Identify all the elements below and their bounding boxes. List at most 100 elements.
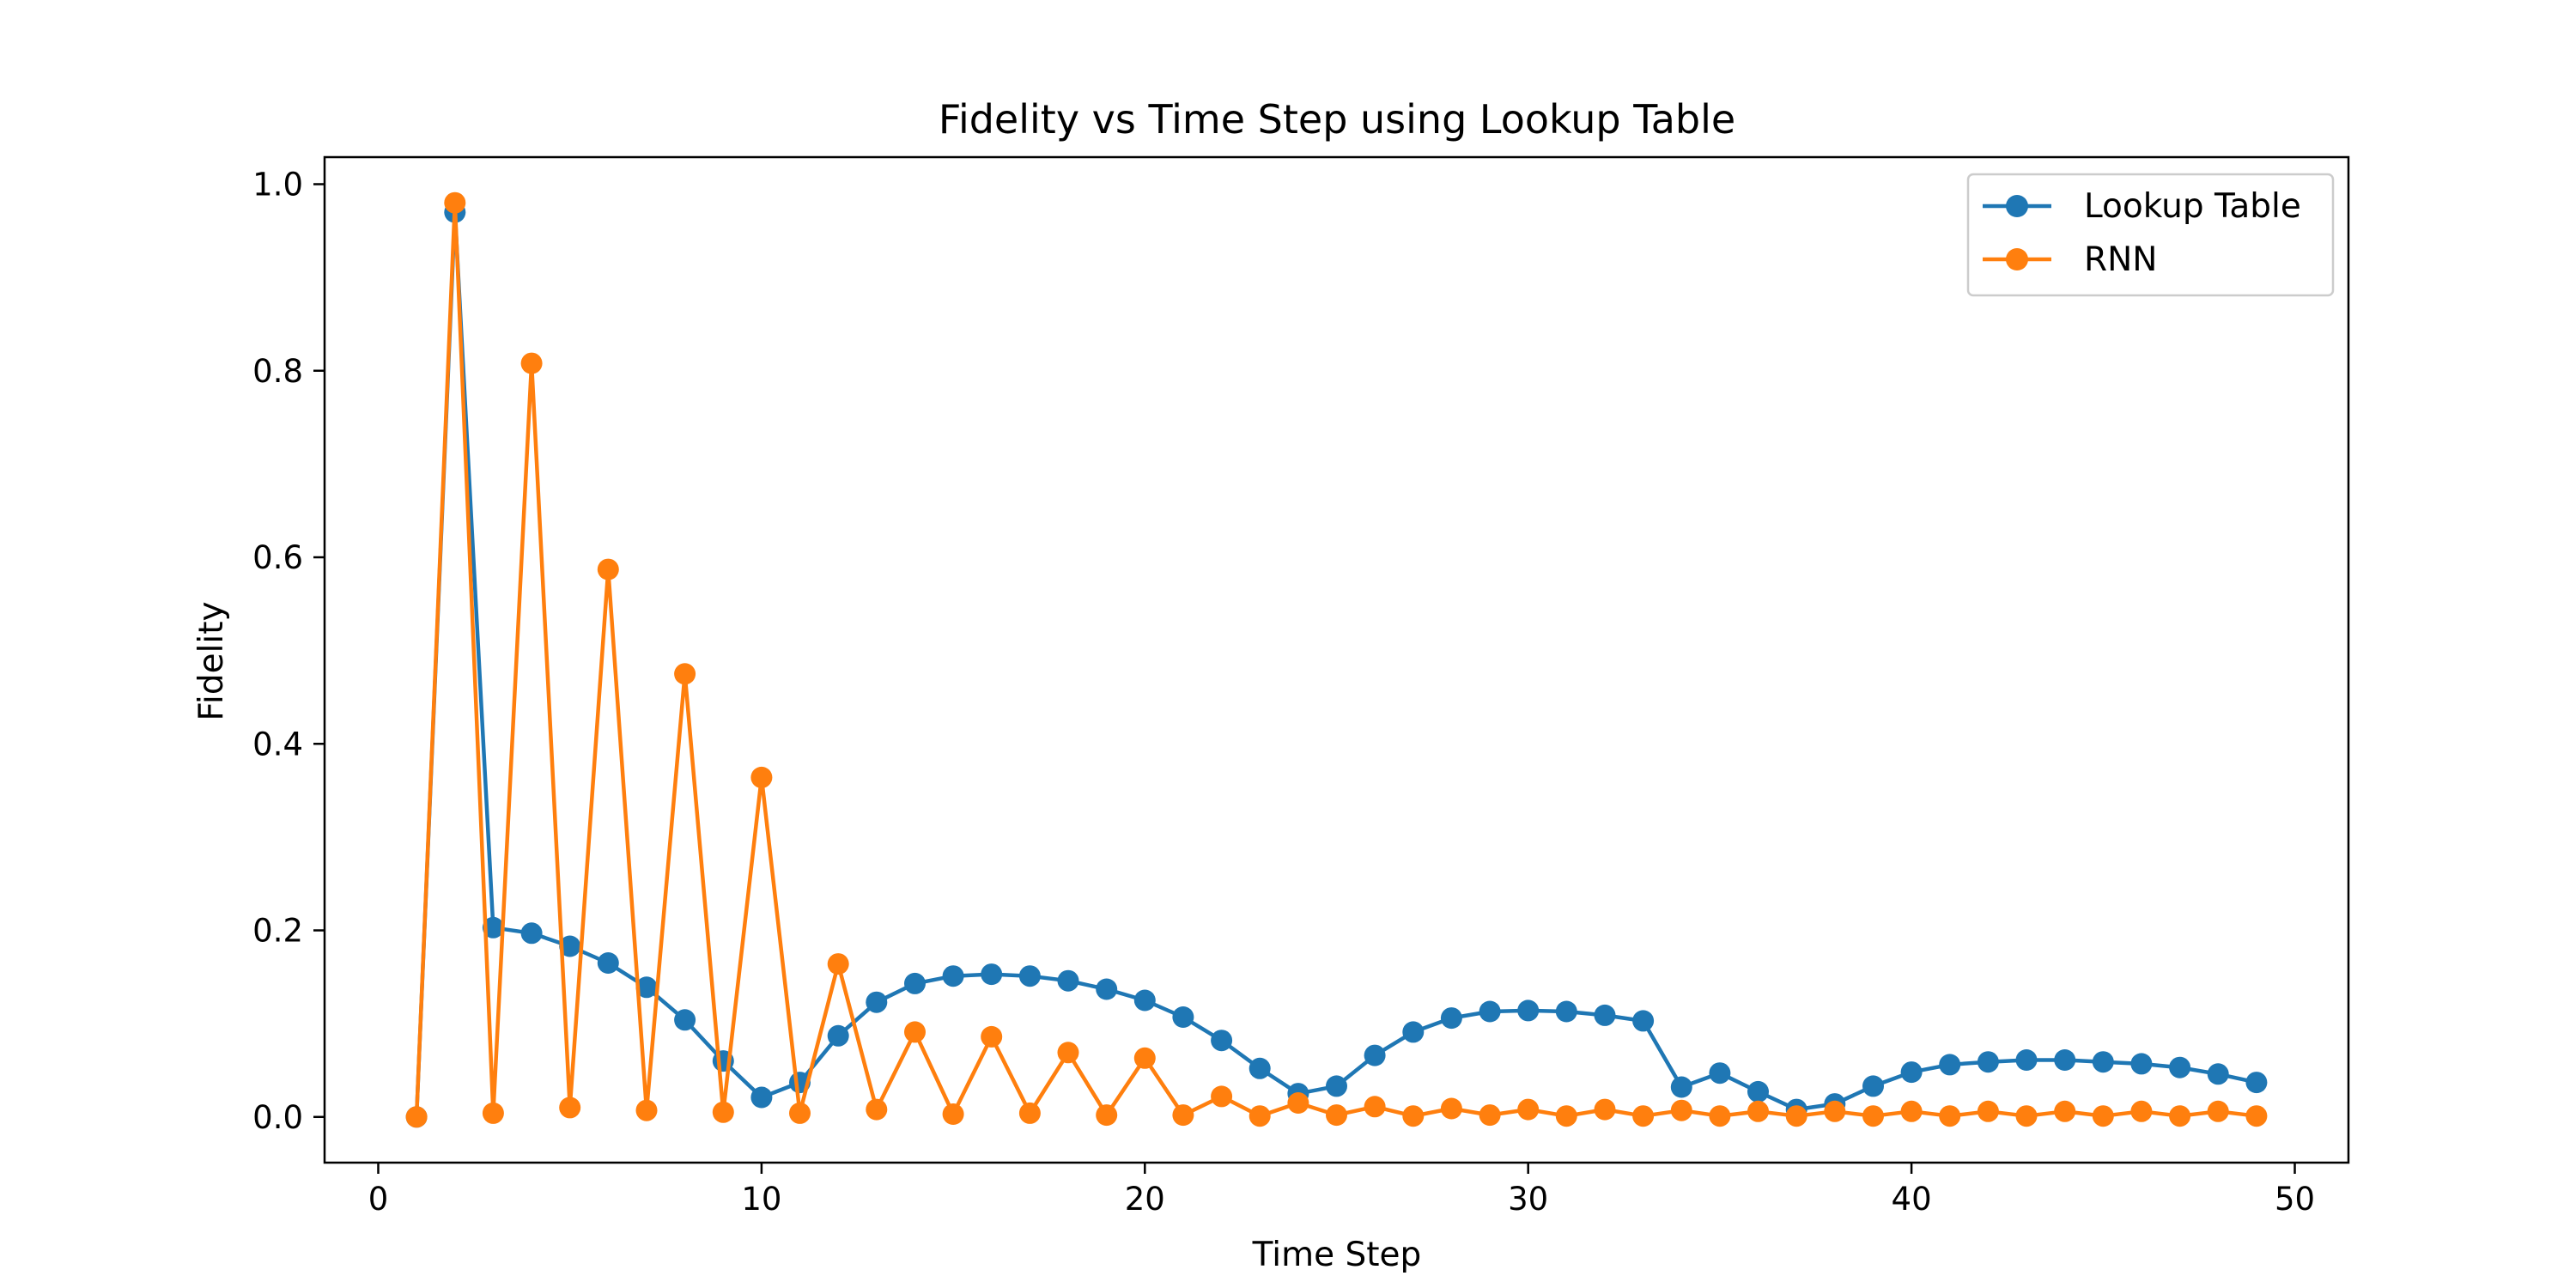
data-point-rnn	[2169, 1105, 2191, 1127]
data-point-lookup-table	[2245, 1072, 2268, 1094]
data-point-lookup-table	[1862, 1075, 1884, 1097]
y-axis-label: Fidelity	[192, 601, 231, 720]
legend-marker-lookup-table	[2006, 195, 2028, 217]
data-point-lookup-table	[981, 963, 1003, 986]
data-point-rnn	[1172, 1104, 1194, 1127]
y-axis: 0.0 0.2 0.4 0.6 0.8 1.0	[252, 167, 325, 1136]
data-point-rnn	[1594, 1098, 1616, 1121]
data-point-lookup-table	[904, 972, 926, 994]
y-tick-label: 0.8	[252, 353, 303, 390]
data-point-rnn	[1517, 1098, 1540, 1121]
data-point-lookup-table	[1018, 965, 1041, 987]
data-point-lookup-table	[2130, 1053, 2153, 1075]
data-point-rnn	[827, 953, 849, 975]
data-point-rnn	[1402, 1105, 1425, 1127]
data-point-rnn	[866, 1098, 888, 1121]
x-tick-label: 0	[368, 1181, 389, 1218]
data-point-lookup-table	[2207, 1063, 2229, 1085]
data-point-rnn	[789, 1102, 811, 1124]
data-point-rnn	[2245, 1105, 2268, 1127]
data-point-lookup-table	[1900, 1061, 1923, 1084]
data-point-rnn	[1211, 1085, 1233, 1108]
data-point-rnn	[559, 1097, 581, 1119]
data-point-rnn	[1440, 1097, 1462, 1120]
x-axis: 0 10 20 30 40 50	[368, 1163, 2315, 1218]
y-tick-label: 0.2	[252, 913, 303, 950]
data-point-lookup-table	[635, 976, 658, 999]
data-point-lookup-table	[1402, 1021, 1425, 1043]
series-rnn	[405, 191, 2268, 1128]
x-tick-label: 50	[2275, 1181, 2315, 1218]
data-point-rnn	[1057, 1042, 1079, 1064]
data-point-lookup-table	[750, 1086, 773, 1109]
data-point-lookup-table	[520, 922, 543, 945]
data-point-lookup-table	[1747, 1080, 1769, 1103]
data-point-lookup-table	[1632, 1010, 1655, 1032]
data-point-rnn	[1824, 1100, 1846, 1122]
data-point-lookup-table	[1364, 1044, 1386, 1066]
y-tick-label: 0.4	[252, 726, 303, 762]
data-point-lookup-table	[1594, 1004, 1616, 1026]
data-point-lookup-table	[1670, 1076, 1692, 1098]
y-tick-label: 0.6	[252, 539, 303, 576]
data-point-rnn	[1364, 1096, 1386, 1118]
data-point-rnn	[2092, 1105, 2114, 1127]
legend-marker-rnn	[2006, 248, 2028, 270]
x-tick-label: 20	[1125, 1181, 1165, 1218]
data-point-rnn	[1555, 1105, 1577, 1127]
plot-frame	[323, 155, 2350, 1164]
data-point-rnn	[444, 191, 466, 214]
data-point-rnn	[2130, 1100, 2153, 1122]
data-point-lookup-table	[1555, 1000, 1577, 1023]
data-point-rnn	[1785, 1105, 1807, 1127]
series-lookup-table	[405, 201, 2268, 1128]
data-point-lookup-table	[1709, 1062, 1731, 1084]
data-point-rnn	[1018, 1102, 1041, 1124]
data-point-lookup-table	[1939, 1054, 1961, 1076]
data-point-lookup-table	[942, 965, 964, 987]
data-point-lookup-table	[1479, 1000, 1501, 1023]
data-point-rnn	[1977, 1100, 1999, 1122]
legend-label-rnn: RNN	[2084, 240, 2157, 279]
data-point-rnn	[1747, 1100, 1769, 1122]
data-point-lookup-table	[2015, 1049, 2038, 1071]
data-point-rnn	[942, 1103, 964, 1125]
data-point-rnn	[750, 766, 773, 788]
data-point-lookup-table	[1326, 1075, 1347, 1097]
data-point-rnn	[1096, 1104, 1118, 1127]
data-point-rnn	[2207, 1100, 2229, 1122]
data-point-rnn	[1939, 1105, 1961, 1127]
data-point-rnn	[1670, 1099, 1692, 1121]
series-layer	[405, 191, 2268, 1128]
data-point-rnn	[1249, 1105, 1271, 1127]
x-tick-label: 30	[1508, 1181, 1548, 1218]
data-point-rnn	[981, 1025, 1003, 1048]
y-tick-label: 1.0	[252, 167, 303, 204]
data-point-lookup-table	[2092, 1051, 2114, 1073]
data-point-rnn	[405, 1106, 428, 1128]
data-point-rnn	[635, 1099, 658, 1121]
data-point-lookup-table	[1133, 989, 1156, 1012]
data-point-lookup-table	[674, 1009, 696, 1031]
data-point-rnn	[2054, 1100, 2076, 1122]
data-point-rnn	[520, 352, 543, 374]
data-point-lookup-table	[1096, 978, 1118, 1000]
chart-title: Fidelity vs Time Step using Lookup Table	[939, 96, 1735, 143]
data-point-rnn	[712, 1101, 734, 1123]
x-tick-label: 10	[741, 1181, 781, 1218]
data-point-lookup-table	[559, 935, 581, 957]
legend-box	[1966, 173, 2335, 297]
data-point-lookup-table	[1440, 1007, 1462, 1030]
data-point-lookup-table	[866, 991, 888, 1013]
data-point-lookup-table	[597, 952, 619, 974]
y-tick-label: 0.0	[252, 1099, 303, 1136]
x-tick-label: 40	[1892, 1181, 1932, 1218]
legend: Lookup Table RNN	[1966, 173, 2335, 297]
x-axis-label: Time Step	[1252, 1236, 1422, 1274]
data-point-rnn	[904, 1021, 926, 1043]
data-point-lookup-table	[2054, 1049, 2076, 1071]
data-point-lookup-table	[1057, 969, 1079, 992]
data-point-rnn	[597, 558, 619, 580]
data-point-rnn	[482, 1102, 504, 1124]
